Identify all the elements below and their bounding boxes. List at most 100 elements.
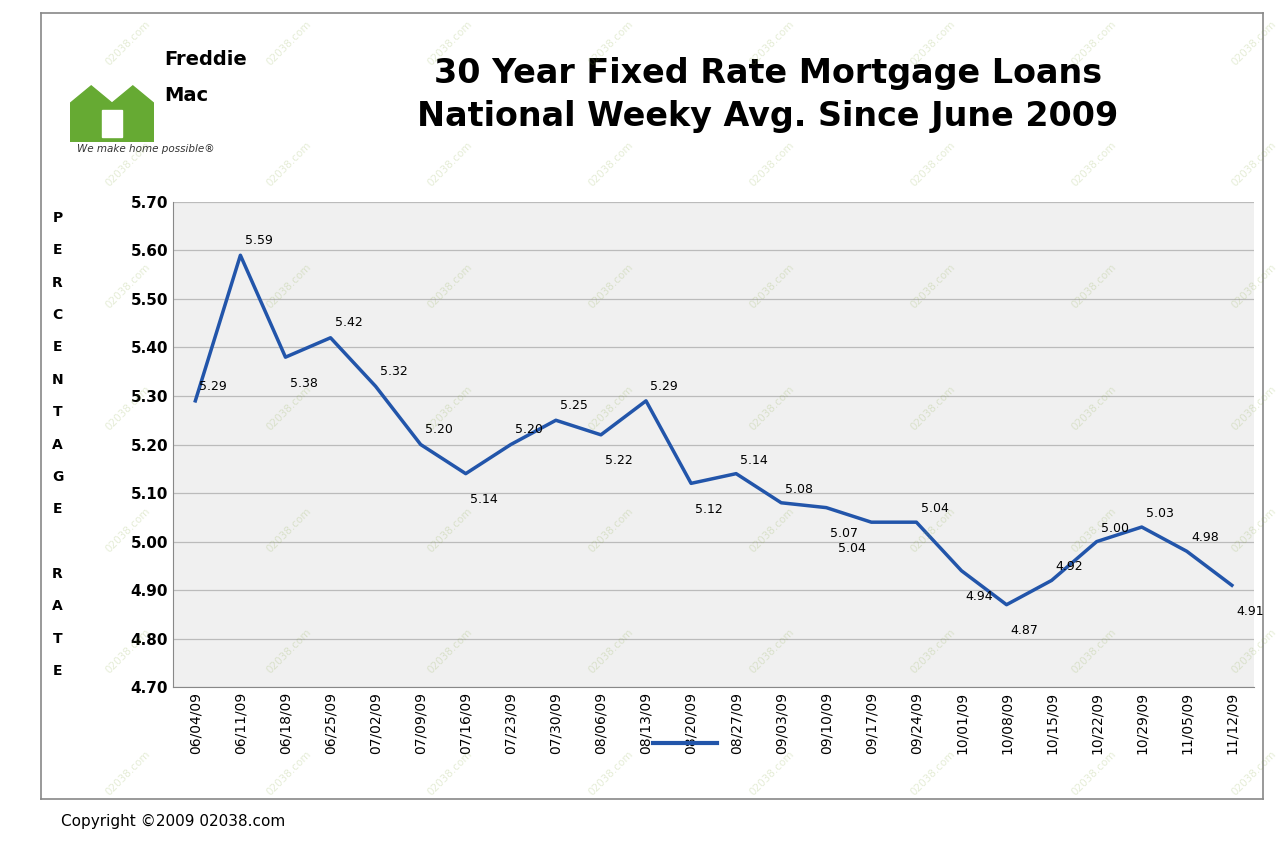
Text: C: C [52, 308, 63, 322]
Text: N: N [51, 373, 64, 387]
Text: 5.20: 5.20 [425, 423, 453, 436]
Text: 4.98: 4.98 [1190, 532, 1219, 545]
Text: R: R [52, 567, 63, 581]
Text: 5.29: 5.29 [200, 380, 228, 393]
Text: 4.91: 4.91 [1236, 605, 1263, 618]
Text: 02038.com: 02038.com [909, 140, 956, 189]
Text: 02038.com: 02038.com [104, 505, 152, 554]
Text: 5.07: 5.07 [831, 527, 859, 540]
Text: 02038.com: 02038.com [909, 384, 956, 432]
Text: Mac: Mac [164, 86, 207, 105]
Text: Freddie: Freddie [164, 50, 247, 69]
Text: 5.12: 5.12 [695, 503, 723, 515]
Text: 02038.com: 02038.com [426, 384, 474, 432]
Text: A: A [52, 437, 63, 452]
Text: 02038.com: 02038.com [426, 627, 474, 676]
Text: 02038.com: 02038.com [1069, 384, 1117, 432]
Text: Copyright ©2009 02038.com: Copyright ©2009 02038.com [61, 814, 285, 829]
Text: 5.03: 5.03 [1146, 507, 1174, 520]
Text: 02038.com: 02038.com [104, 262, 152, 311]
Text: 02038.com: 02038.com [104, 749, 152, 797]
Text: 02038.com: 02038.com [586, 749, 635, 797]
Text: 02038.com: 02038.com [426, 140, 474, 189]
Text: 5.38: 5.38 [289, 376, 317, 390]
Text: 02038.com: 02038.com [748, 262, 796, 311]
Text: 02038.com: 02038.com [748, 384, 796, 432]
Text: 5.04: 5.04 [838, 542, 865, 555]
Text: 02038.com: 02038.com [265, 19, 314, 67]
Text: 02038.com: 02038.com [909, 627, 956, 676]
Text: 02038.com: 02038.com [265, 749, 314, 797]
Text: 02038.com: 02038.com [909, 19, 956, 67]
Text: 02038.com: 02038.com [748, 505, 796, 554]
Text: 5.59: 5.59 [244, 234, 273, 247]
Text: 02038.com: 02038.com [265, 505, 314, 554]
Text: T: T [52, 631, 63, 646]
Text: 02038.com: 02038.com [426, 262, 474, 311]
Polygon shape [70, 86, 154, 142]
Text: 02038.com: 02038.com [748, 749, 796, 797]
Text: 02038.com: 02038.com [909, 505, 956, 554]
Text: 02038.com: 02038.com [1069, 505, 1117, 554]
Text: E: E [52, 340, 63, 355]
Text: 5.14: 5.14 [470, 493, 498, 506]
Text: 5.25: 5.25 [561, 399, 588, 412]
Text: 02038.com: 02038.com [748, 19, 796, 67]
Polygon shape [70, 56, 154, 103]
Text: 02038.com: 02038.com [586, 505, 635, 554]
Text: 5.29: 5.29 [650, 380, 678, 393]
Text: 02038.com: 02038.com [586, 19, 635, 67]
Text: 02038.com: 02038.com [1069, 140, 1117, 189]
Text: 02038.com: 02038.com [586, 140, 635, 189]
Text: 02038.com: 02038.com [586, 627, 635, 676]
Text: 02038.com: 02038.com [748, 140, 796, 189]
Text: 02038.com: 02038.com [104, 384, 152, 432]
Text: 5.14: 5.14 [740, 454, 768, 466]
Text: 5.22: 5.22 [605, 454, 632, 467]
Text: 02038.com: 02038.com [1069, 262, 1117, 311]
Text: 02038.com: 02038.com [1069, 19, 1117, 67]
Text: 02038.com: 02038.com [426, 749, 474, 797]
Text: 02038.com: 02038.com [1230, 505, 1279, 554]
Bar [102, 110, 122, 137]
Text: 5.42: 5.42 [334, 316, 362, 329]
Text: 02038.com: 02038.com [265, 627, 314, 676]
Text: 02038.com: 02038.com [1069, 627, 1117, 676]
Text: 02038.com: 02038.com [1230, 627, 1279, 676]
Text: 02038.com: 02038.com [265, 140, 314, 189]
Text: 02038.com: 02038.com [104, 19, 152, 67]
Text: 02038.com: 02038.com [1230, 19, 1279, 67]
Text: 5.20: 5.20 [515, 423, 543, 436]
Text: 02038.com: 02038.com [909, 749, 956, 797]
Text: 02038.com: 02038.com [586, 262, 635, 311]
Text: 4.94: 4.94 [965, 590, 993, 603]
Text: E: E [52, 503, 63, 516]
Text: 5.08: 5.08 [786, 483, 813, 496]
Text: 02038.com: 02038.com [586, 384, 635, 432]
Text: G: G [52, 470, 63, 484]
Text: 5.00: 5.00 [1101, 521, 1129, 534]
Text: 02038.com: 02038.com [104, 627, 152, 676]
Text: 5.04: 5.04 [920, 503, 948, 515]
Text: 4.92: 4.92 [1056, 560, 1083, 574]
Text: R: R [52, 276, 63, 289]
Text: 02038.com: 02038.com [426, 19, 474, 67]
Text: 30 Year Fixed Rate Mortgage Loans: 30 Year Fixed Rate Mortgage Loans [434, 58, 1102, 90]
Text: 02038.com: 02038.com [909, 262, 956, 311]
Text: 02038.com: 02038.com [426, 505, 474, 554]
Text: 02038.com: 02038.com [1230, 749, 1279, 797]
Text: 5.32: 5.32 [380, 365, 407, 378]
Text: 02038.com: 02038.com [265, 384, 314, 432]
Text: 02038.com: 02038.com [1230, 384, 1279, 432]
Text: T: T [52, 405, 63, 419]
Text: National Weeky Avg. Since June 2009: National Weeky Avg. Since June 2009 [417, 101, 1119, 133]
Text: P: P [52, 211, 63, 225]
Text: 4.87: 4.87 [1011, 624, 1038, 637]
Text: 02038.com: 02038.com [1069, 749, 1117, 797]
Text: We make home possible®: We make home possible® [77, 144, 215, 155]
Text: E: E [52, 664, 63, 678]
Text: 02038.com: 02038.com [1230, 140, 1279, 189]
Text: 02038.com: 02038.com [265, 262, 314, 311]
Text: 02038.com: 02038.com [104, 140, 152, 189]
Text: A: A [52, 600, 63, 613]
